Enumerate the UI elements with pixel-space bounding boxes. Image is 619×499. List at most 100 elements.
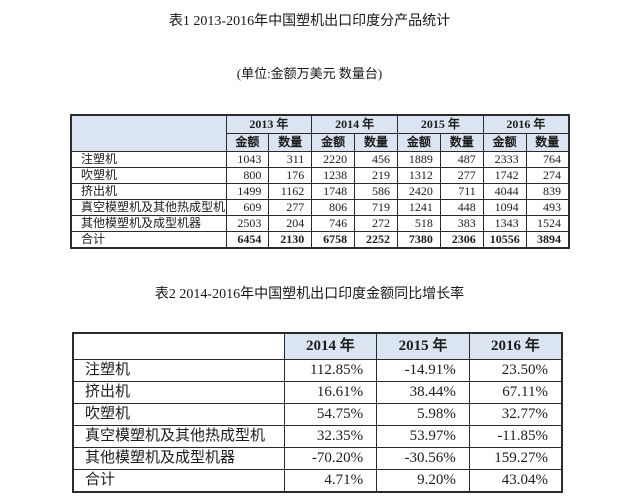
total-label-cell: 合计 [70,231,227,249]
total-value-cell: 3894 [525,231,570,249]
table1-year-header-2014: 2014 年 [311,114,398,134]
value-cell: 1094 [482,199,527,216]
value-cell: 746 [311,215,356,232]
total-value-cell: 10556 [482,231,527,249]
total-row: 合计 6454 2130 6758 2252 7380 2306 10556 3… [70,231,570,249]
value-cell: 1748 [311,183,356,200]
value-cell: 4044 [482,183,527,200]
product-label-cell: 挤出机 [70,183,227,200]
growth-value-cell: 38.44% [376,381,470,404]
table-row: 吹塑机 54.75% 5.98% 32.77% [72,403,563,426]
table2-growth-rates: 2014 年 2015 年 2016 年 注塑机 112.85% -14.91%… [72,332,563,493]
value-cell: 1043 [225,151,270,168]
product-label-cell: 其他模塑机及成型机器 [72,447,285,470]
growth-value-cell: 32.77% [468,403,563,426]
total-value-cell: 6758 [311,231,356,249]
table1-year-header-2015: 2015 年 [397,114,484,134]
value-cell: 1343 [482,215,527,232]
growth-value-cell: 4.71% [283,469,378,493]
value-cell: 719 [354,199,398,216]
value-cell: 272 [354,215,398,232]
amount-header: 金额 [482,133,527,152]
total-value-cell: 7380 [397,231,441,249]
value-cell: 456 [354,151,398,168]
value-cell: 277 [268,199,313,216]
table2-corner-cell [72,332,285,360]
total-value-cell: 2130 [268,231,313,249]
amount-header: 金额 [311,133,356,152]
product-label-cell: 挤出机 [72,381,285,404]
growth-value-cell: -70.20% [283,447,378,470]
table1-title: 表1 2013-2016年中国塑机出口印度分产品统计 [168,14,451,29]
value-cell: 586 [354,183,398,200]
value-cell: 839 [525,183,570,200]
table-row: 挤出机 16.61% 38.44% 67.11% [72,381,563,404]
value-cell: 800 [225,167,270,184]
value-cell: 1742 [482,167,527,184]
growth-value-cell: 5.98% [376,403,470,426]
quantity-header: 数量 [268,133,313,152]
value-cell: 448 [439,199,484,216]
value-cell: 2503 [225,215,270,232]
product-label-cell: 其他模塑机及成型机器 [70,215,227,232]
value-cell: 277 [439,167,484,184]
product-label-cell: 吹塑机 [72,403,285,426]
amount-header: 金额 [397,133,441,152]
value-cell: 2333 [482,151,527,168]
table1-export-statistics: 2013 年 2014 年 2015 年 2016 年 金额 数量 金额 数量 … [70,114,570,249]
value-cell: 711 [439,183,484,200]
growth-value-cell: 43.04% [468,469,563,493]
table1-year-header-2016: 2016 年 [482,114,570,134]
table-row: 注塑机 1043 311 2220 456 1889 487 2333 764 [70,151,570,168]
value-cell: 1499 [225,183,270,200]
value-cell: 1889 [397,151,441,168]
table2-year-header-2014: 2014 年 [283,332,378,360]
value-cell: 806 [311,199,356,216]
growth-value-cell: 23.50% [468,359,563,382]
table-row: 挤出机 1499 1162 1748 586 2420 711 4044 839 [70,183,570,200]
growth-value-cell: -14.91% [376,359,470,382]
value-cell: 2220 [311,151,356,168]
growth-value-cell: 9.20% [376,469,470,493]
table-row: 其他模塑机及成型机器 -70.20% -30.56% 159.27% [72,447,563,470]
table2-title: 表2 2014-2016年中国塑机出口印度金额同比增长率 [154,287,465,302]
total-label-cell: 合计 [72,469,285,493]
total-row: 合计 4.71% 9.20% 43.04% [72,469,563,493]
value-cell: 1238 [311,167,356,184]
growth-value-cell: 32.35% [283,425,378,448]
value-cell: 311 [268,151,313,168]
table1-corner-cell [70,114,227,152]
value-cell: 487 [439,151,484,168]
table2-year-header-2015: 2015 年 [376,332,470,360]
value-cell: 1162 [268,183,313,200]
quantity-header: 数量 [525,133,570,152]
product-label-cell: 注塑机 [72,359,285,382]
value-cell: 219 [354,167,398,184]
growth-value-cell: 112.85% [283,359,378,382]
value-cell: 493 [525,199,570,216]
table-row: 注塑机 112.85% -14.91% 23.50% [72,359,563,382]
quantity-header: 数量 [439,133,484,152]
product-label-cell: 注塑机 [70,151,227,168]
value-cell: 274 [525,167,570,184]
value-cell: 2420 [397,183,441,200]
table1-subheader-row: 金额 数量 金额 数量 金额 数量 金额 数量 [71,133,570,152]
growth-value-cell: -30.56% [376,447,470,470]
table-row: 吹塑机 800 176 1238 219 1312 277 1742 274 [70,167,570,184]
value-cell: 176 [268,167,313,184]
value-cell: 1312 [397,167,441,184]
product-label-cell: 真空模塑机及其他热成型机 [72,425,285,448]
table-row: 真空模塑机及其他热成型机 609 277 806 719 1241 448 10… [70,199,570,216]
growth-value-cell: 67.11% [468,381,563,404]
growth-value-cell: 54.75% [283,403,378,426]
total-value-cell: 2252 [354,231,398,249]
product-label-cell: 吹塑机 [70,167,227,184]
value-cell: 1524 [525,215,570,232]
value-cell: 204 [268,215,313,232]
table2-header-row: 2014 年 2015 年 2016 年 [72,332,563,360]
table1-year-header-row: 2013 年 2014 年 2015 年 2016 年 [70,114,570,152]
value-cell: 518 [397,215,441,232]
growth-value-cell: 53.97% [376,425,470,448]
table-row: 真空模塑机及其他热成型机 32.35% 53.97% -11.85% [72,425,563,448]
table1-year-header-2013: 2013 年 [225,114,313,134]
